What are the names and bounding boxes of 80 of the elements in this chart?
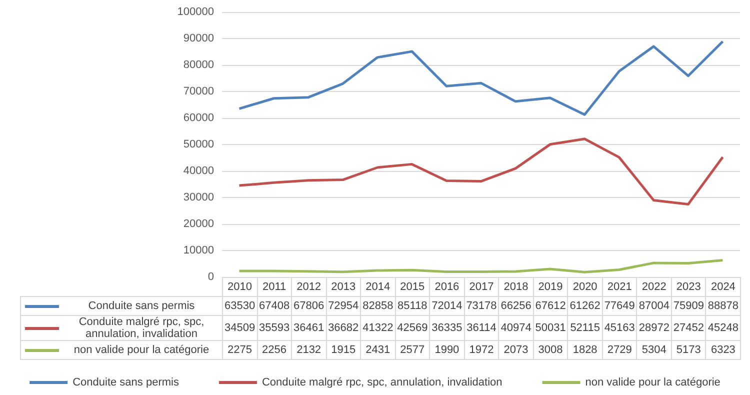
- data-label: 72014: [430, 296, 464, 316]
- data-label: 36114: [464, 316, 499, 340]
- data-label: 28972: [636, 316, 672, 340]
- x-tick-label: 2012: [292, 278, 326, 296]
- x-tick-label: 2015: [395, 278, 430, 296]
- data-label: 36682: [326, 316, 361, 340]
- data-label: 82858: [360, 296, 396, 316]
- x-tick-label: 2024: [706, 278, 740, 296]
- y-tick-label: 60000: [183, 112, 214, 124]
- data-label: 41322: [360, 316, 396, 340]
- text: Conduite malgré rpc, spc, annulation, invalidation: [262, 376, 502, 388]
- data-label: 75909: [671, 296, 706, 316]
- x-tick-label: 2019: [533, 278, 568, 296]
- x-tick-label: 2017: [464, 278, 499, 296]
- x-tick-label: 2022: [636, 278, 672, 296]
- text: Conduite sans permis: [88, 300, 195, 312]
- data-label: 73178: [464, 296, 499, 316]
- data-label: 5173: [671, 340, 706, 360]
- data-label: 40974: [498, 316, 534, 340]
- data-label: 36461: [292, 316, 326, 340]
- data-label: 1972: [464, 340, 499, 360]
- data-label: 34509: [222, 316, 258, 340]
- data-label: 85118: [395, 296, 430, 316]
- x-tick-label: 2013: [326, 278, 361, 296]
- y-tick-label: 10000: [183, 244, 214, 256]
- data-label: 36335: [430, 316, 464, 340]
- data-label: 6323: [706, 340, 740, 360]
- line-series: [238, 138, 724, 206]
- legend-label: Conduite sans permis: [72, 376, 180, 388]
- y-tick-label: 50000: [183, 138, 214, 150]
- x-tick-label: 2010: [222, 278, 258, 296]
- data-label: 67612: [533, 296, 568, 316]
- data-label: 45248: [706, 316, 740, 340]
- data-label: 2431: [360, 340, 396, 360]
- data-label: 2073: [498, 340, 534, 360]
- data-label: 67806: [292, 296, 326, 316]
- y-tick-label: 80000: [183, 59, 214, 71]
- data-label: 35593: [257, 316, 292, 340]
- line-series: [238, 258, 724, 274]
- data-label: 1915: [326, 340, 361, 360]
- x-tick-label: 2016: [430, 278, 464, 296]
- data-label: 52115: [568, 316, 602, 340]
- data-label: 50031: [533, 316, 568, 340]
- data-label: 5304: [636, 340, 672, 360]
- text: non valide pour la catégorie: [585, 376, 720, 388]
- data-label: 2577: [395, 340, 430, 360]
- x-tick-label: 2020: [568, 278, 602, 296]
- data-label: 1990: [430, 340, 464, 360]
- data-label: 27452: [671, 316, 706, 340]
- legend-label: Conduite malgré rpc, spc, annulation, invalidation: [78, 316, 206, 340]
- data-label: 2275: [222, 340, 258, 360]
- y-tick-label: 90000: [183, 32, 214, 44]
- data-label: 67408: [257, 296, 292, 316]
- x-tick-label: 2018: [498, 278, 534, 296]
- x-tick-label: 2014: [360, 278, 396, 296]
- data-label: 77649: [602, 296, 637, 316]
- data-label: 88878: [706, 296, 740, 316]
- data-label: 42569: [395, 316, 430, 340]
- data-label: 72954: [326, 296, 361, 316]
- data-label: 63530: [222, 296, 258, 316]
- x-tick-label: 2023: [671, 278, 706, 296]
- x-tick-label: 2021: [602, 278, 637, 296]
- y-tick-label: 40000: [183, 165, 214, 177]
- y-tick-label: 100000: [177, 6, 214, 18]
- data-label: 1828: [568, 340, 602, 360]
- data-label: 2729: [602, 340, 637, 360]
- data-label: 2132: [292, 340, 326, 360]
- data-label: 45163: [602, 316, 637, 340]
- data-label: 3008: [533, 340, 568, 360]
- data-label: 66256: [498, 296, 534, 316]
- x-tick-label: 2011: [257, 278, 292, 296]
- legend-label: non valide pour la catégorie: [72, 344, 210, 356]
- data-label: 61262: [568, 296, 602, 316]
- y-tick-label: 70000: [183, 86, 214, 98]
- y-tick-label: 20000: [183, 218, 214, 230]
- line-series: [238, 40, 724, 116]
- data-label: 87004: [636, 296, 672, 316]
- data-label: 2256: [257, 340, 292, 360]
- y-tick-label: 30000: [183, 192, 214, 204]
- y-tick-label: 0: [208, 271, 214, 283]
